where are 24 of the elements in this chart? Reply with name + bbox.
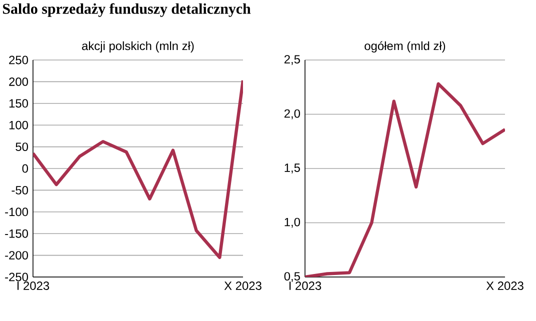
y-tick-label: -250 [5,272,28,282]
y-tick-label: 250 [9,56,28,64]
y-tick-label: 1,0 [284,218,300,228]
y-tick-label: -100 [5,208,28,216]
y-tick-label: 1,5 [284,164,300,174]
chart-title: ogółem (mld zł) [364,41,446,52]
y-tick-label: 150 [9,99,28,108]
x-tick-label: I 2023 [289,282,322,290]
y-tick-label: -200 [5,251,28,260]
y-tick-label: 50 [16,142,28,152]
y-tick-label: 100 [9,120,28,130]
y-tick-label: -50 [12,186,28,194]
chart-subtitle: akcji polskich (mln zł) [82,41,194,52]
x-tick-label: I 2023 [17,282,50,290]
y-tick-label: 0 [22,164,28,173]
y-tick-label: 2,5 [284,55,300,65]
x-tick-label: X 2023 [486,282,524,290]
y-tick-label: 200 [9,77,28,86]
y-tick-label: -150 [5,229,28,238]
chart-title: Saldo sprzedaży funduszy detalicznych [2,3,251,17]
x-tick-label: X 2023 [224,282,262,290]
line-series [33,78,243,260]
y-tick-label: 2,0 [284,109,300,120]
y-tick-label: 0,5 [284,272,300,282]
